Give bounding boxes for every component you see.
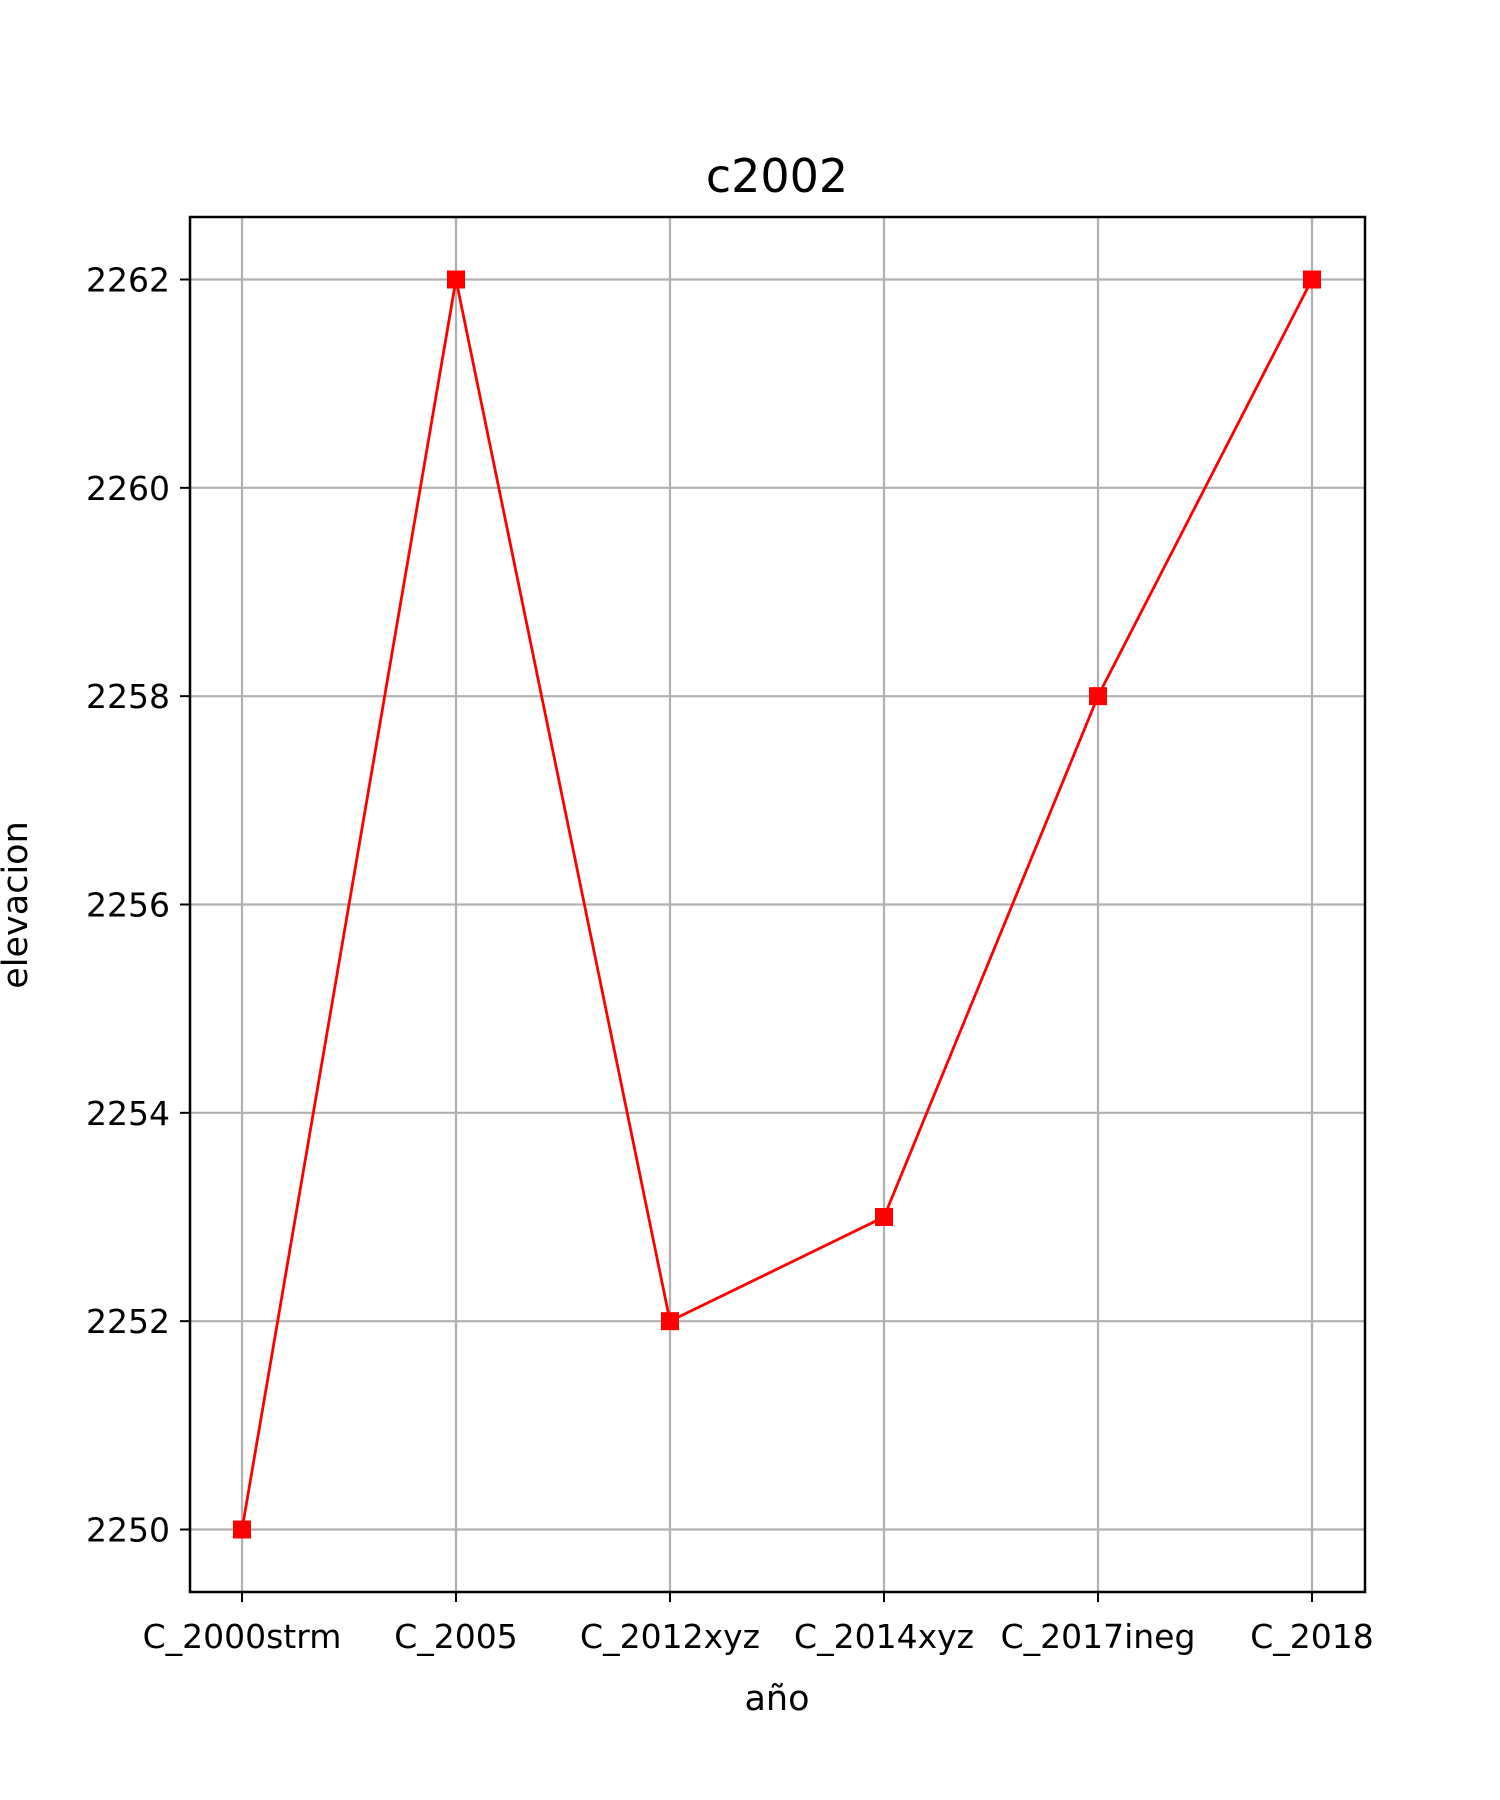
chart-title: c2002 [706,149,848,203]
ticks: C_2000strm C_2005 C_2012xyz C_2014xyz C_2017… [86,261,1374,1657]
data-point-marker [875,1208,893,1226]
data-point-marker [661,1312,679,1331]
x-tick-label: C_2005 [394,1617,518,1656]
y-tick-label: 2250 [86,1511,170,1550]
series-line [240,278,1314,1530]
data-point-marker [447,270,465,289]
x-tick-label: C_2017ineg [1001,1617,1196,1656]
y-tick-label: 2260 [86,469,170,508]
data-point-marker [1089,687,1107,706]
y-tick-label: 2252 [86,1302,170,1341]
data-point-marker [233,1520,251,1539]
y-tick-label: 2262 [86,261,170,300]
grid-lines [190,217,1365,1592]
y-tick-label: 2258 [86,677,170,716]
y-axis-label: elevacion [0,821,36,989]
y-tick-label: 2254 [86,1094,170,1133]
x-axis-label: año [744,1679,809,1719]
x-tick-label: C_2014xyz [794,1617,974,1656]
x-tick-label: C_2018 [1250,1617,1374,1656]
y-tick-label: 2256 [86,886,170,925]
data-point-marker [1303,270,1321,289]
x-tick-label: C_2012xyz [580,1617,760,1656]
series-layer [233,270,1321,1539]
x-tick-label: C_2000strm [143,1617,342,1656]
